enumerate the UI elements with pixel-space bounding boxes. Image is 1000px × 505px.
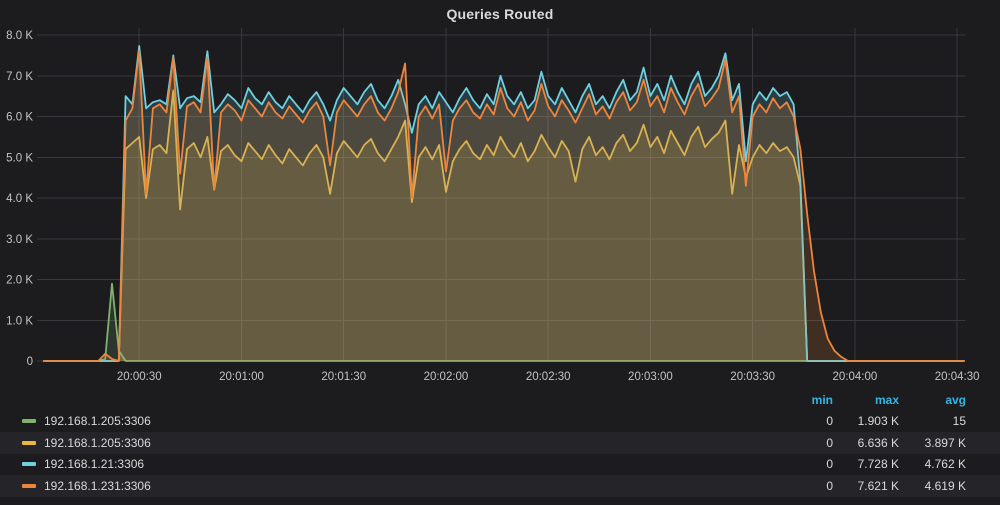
series-fill [43,46,965,361]
legend-series-toggle[interactable]: 192.168.1.205:3306 [22,414,767,428]
series-line [42,45,965,362]
legend-max-value: 7.728 K [857,457,899,472]
y-axis-tick-label: 0 [27,356,33,368]
x-axis-tick-label: 20:04:30 [935,371,980,383]
series-line [42,282,959,362]
panel-title: Queries Routed [446,6,554,22]
legend-row: 192.168.1.205:3306 0 6.636 K 3.897 K [0,432,1000,454]
legend-min-value: 0 [826,435,833,450]
x-axis-tick-label: 20:02:00 [424,371,469,383]
x-axis-tick-label: 20:00:30 [117,371,162,383]
x-axis-tick-label: 20:01:00 [219,371,264,383]
series-color-swatch [22,419,36,424]
legend-series-label: 192.168.1.21:3306 [44,457,145,472]
legend-series-label: 192.168.1.231:3306 [44,478,151,493]
legend-avg-value: 4.619 K [924,478,966,493]
legend-series-label: 192.168.1.205:3306 [44,435,151,450]
y-axis-tick-label: 4.0 K [6,193,33,205]
y-axis-tick-label: 3.0 K [6,234,33,246]
y-axis-tick-label: 1.0 K [6,315,33,327]
legend-series-toggle[interactable]: 192.168.1.21:3306 [22,457,767,471]
legend-min-value: 0 [826,478,833,493]
x-axis-tick-label: 20:02:30 [526,371,571,383]
legend-series-toggle[interactable]: 192.168.1.231:3306 [22,479,767,493]
legend-header-max[interactable]: max [874,392,899,407]
legend-series-label: 192.168.1.205:3306 [44,414,151,429]
legend-table: min max avg 192.168.1.205:3306 0 1.903 K… [0,389,1000,497]
legend-avg-value: 3.897 K [924,435,966,450]
series-color-swatch [22,440,36,445]
legend-max-value: 6.636 K [857,435,899,450]
legend-row: 192.168.1.21:3306 0 7.728 K 4.762 K [0,454,1000,476]
legend-avg-value: 4.762 K [924,457,966,472]
series-color-swatch [22,483,36,488]
legend-row: 192.168.1.231:3306 0 7.621 K 4.619 K [0,475,1000,497]
legend-max-value: 7.621 K [857,478,899,493]
y-axis-tick-label: 7.0 K [6,71,33,83]
legend-min-value: 0 [826,414,833,429]
y-axis-tick-label: 6.0 K [6,112,33,124]
legend-series-toggle[interactable]: 192.168.1.205:3306 [22,436,767,450]
legend-min-value: 0 [826,457,833,472]
series-line [42,49,965,362]
legend-header-min[interactable]: min [811,392,833,407]
chart-svg[interactable]: 0 1.0 K 2.0 K 3.0 K 4.0 K 5.0 K 6.0 K 7.0 K 8.0 … [0,0,1000,388]
y-axis-tick-label: 8.0 K [6,30,33,42]
legend-header-avg[interactable]: avg [945,392,966,407]
x-axis-tick-label: 20:04:00 [833,371,878,383]
series-fill [43,90,965,362]
series-fill [43,50,965,361]
x-axis-tick-label: 20:03:00 [628,371,673,383]
series-color-swatch [22,462,36,467]
legend-header-row: min max avg [0,389,1000,411]
y-axis-tick-label: 2.0 K [6,275,33,287]
legend-avg-value: 15 [952,414,966,429]
x-axis-tick-label: 20:01:30 [321,371,366,383]
legend-max-value: 1.903 K [857,414,899,429]
legend-row: 192.168.1.205:3306 0 1.903 K 15 [0,411,1000,433]
y-axis-tick-label: 5.0 K [6,152,33,164]
x-axis-tick-label: 20:03:30 [730,371,775,383]
